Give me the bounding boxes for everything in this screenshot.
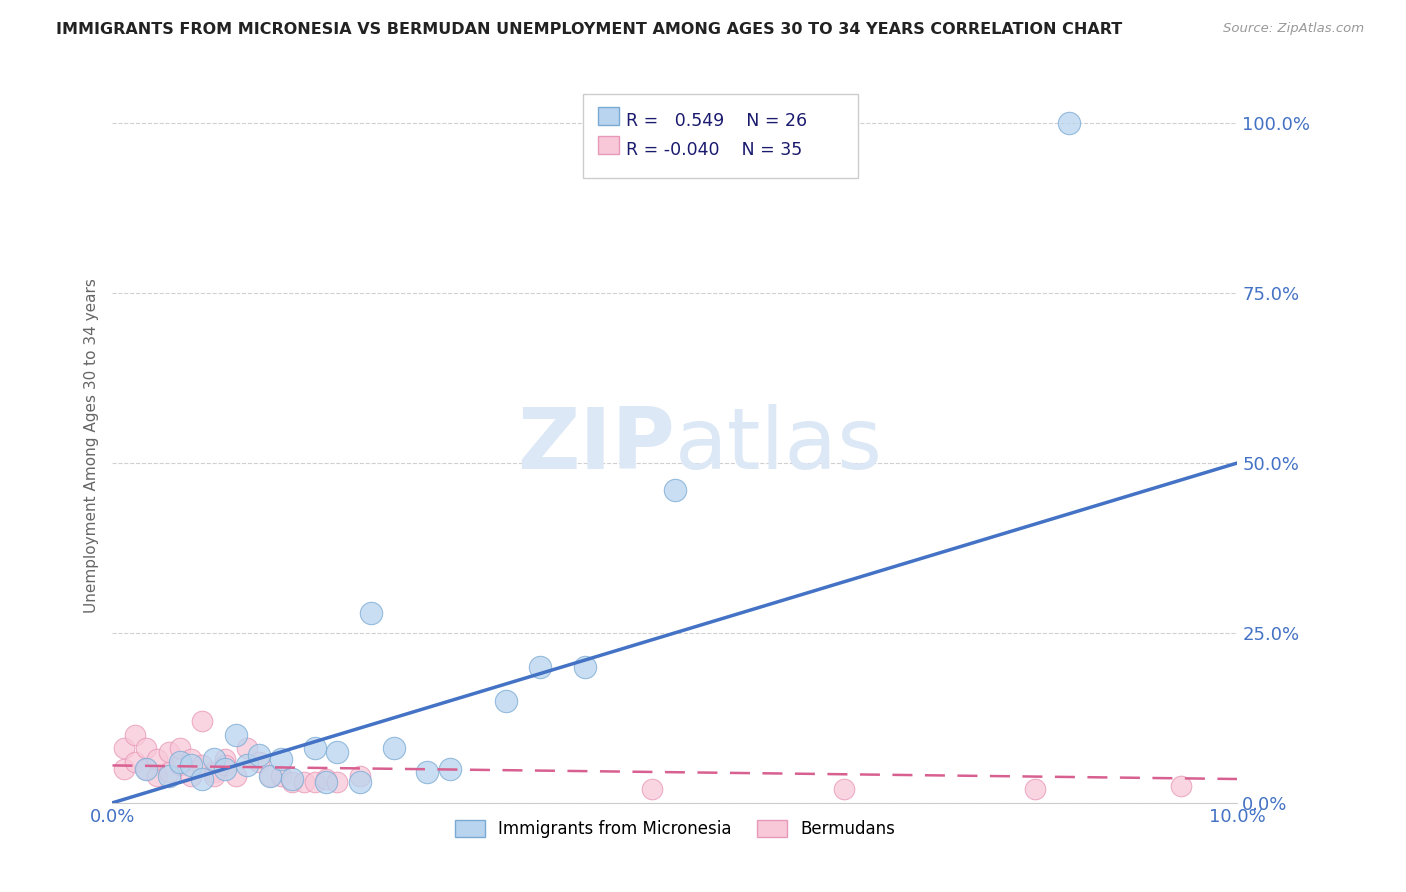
Point xyxy=(349,769,371,783)
Point xyxy=(270,769,292,783)
Point xyxy=(382,741,405,756)
Text: IMMIGRANTS FROM MICRONESIA VS BERMUDAN UNEMPLOYMENT AMONG AGES 30 TO 34 YEARS CO: IMMIGRANTS FROM MICRONESIA VS BERMUDAN U… xyxy=(56,22,1122,37)
Point xyxy=(439,762,461,776)
Point xyxy=(416,765,439,780)
Text: Source: ZipAtlas.com: Source: ZipAtlas.com xyxy=(1223,22,1364,36)
Point xyxy=(214,762,236,776)
Point xyxy=(180,751,202,765)
Point xyxy=(112,741,135,756)
Point xyxy=(202,751,225,765)
Point xyxy=(135,762,157,776)
Point xyxy=(191,714,214,729)
Point xyxy=(169,755,191,769)
Point xyxy=(1057,116,1080,130)
Point xyxy=(191,772,214,786)
Point xyxy=(135,741,157,756)
Point xyxy=(281,772,304,786)
Point xyxy=(236,758,259,772)
Point xyxy=(214,751,236,765)
Point xyxy=(135,762,157,776)
Point xyxy=(315,772,337,786)
Point xyxy=(281,775,304,789)
Point xyxy=(326,775,349,789)
Point xyxy=(495,694,517,708)
Point xyxy=(641,782,664,797)
Point xyxy=(180,769,202,783)
Point xyxy=(214,758,236,772)
Point xyxy=(664,483,686,498)
Point xyxy=(157,745,180,759)
Point xyxy=(236,741,259,756)
Point xyxy=(349,775,371,789)
Point xyxy=(225,769,247,783)
Point xyxy=(157,769,180,783)
Point xyxy=(169,758,191,772)
Text: ZIP: ZIP xyxy=(517,404,675,488)
Point xyxy=(574,660,596,674)
Point xyxy=(529,660,551,674)
Y-axis label: Unemployment Among Ages 30 to 34 years: Unemployment Among Ages 30 to 34 years xyxy=(83,278,98,614)
Point xyxy=(259,769,281,783)
Point xyxy=(832,782,855,797)
Point xyxy=(169,741,191,756)
Point xyxy=(1170,779,1192,793)
Point xyxy=(146,751,169,765)
Point xyxy=(360,606,382,620)
Point xyxy=(259,769,281,783)
Point xyxy=(270,751,292,765)
Point xyxy=(124,728,146,742)
Point xyxy=(225,728,247,742)
Text: atlas: atlas xyxy=(675,404,883,488)
Point xyxy=(157,765,180,780)
Point xyxy=(326,745,349,759)
Point xyxy=(304,775,326,789)
Point xyxy=(304,741,326,756)
Text: R = -0.040    N = 35: R = -0.040 N = 35 xyxy=(626,141,801,159)
Point xyxy=(247,748,270,763)
Point xyxy=(247,755,270,769)
Legend: Immigrants from Micronesia, Bermudans: Immigrants from Micronesia, Bermudans xyxy=(449,813,901,845)
Text: R =   0.549    N = 26: R = 0.549 N = 26 xyxy=(626,112,807,129)
Point xyxy=(1024,782,1046,797)
Point xyxy=(180,758,202,772)
Point xyxy=(146,769,169,783)
Point xyxy=(315,775,337,789)
Point xyxy=(292,775,315,789)
Point xyxy=(191,758,214,772)
Point xyxy=(202,769,225,783)
Point xyxy=(112,762,135,776)
Point xyxy=(124,755,146,769)
Point xyxy=(202,765,225,780)
